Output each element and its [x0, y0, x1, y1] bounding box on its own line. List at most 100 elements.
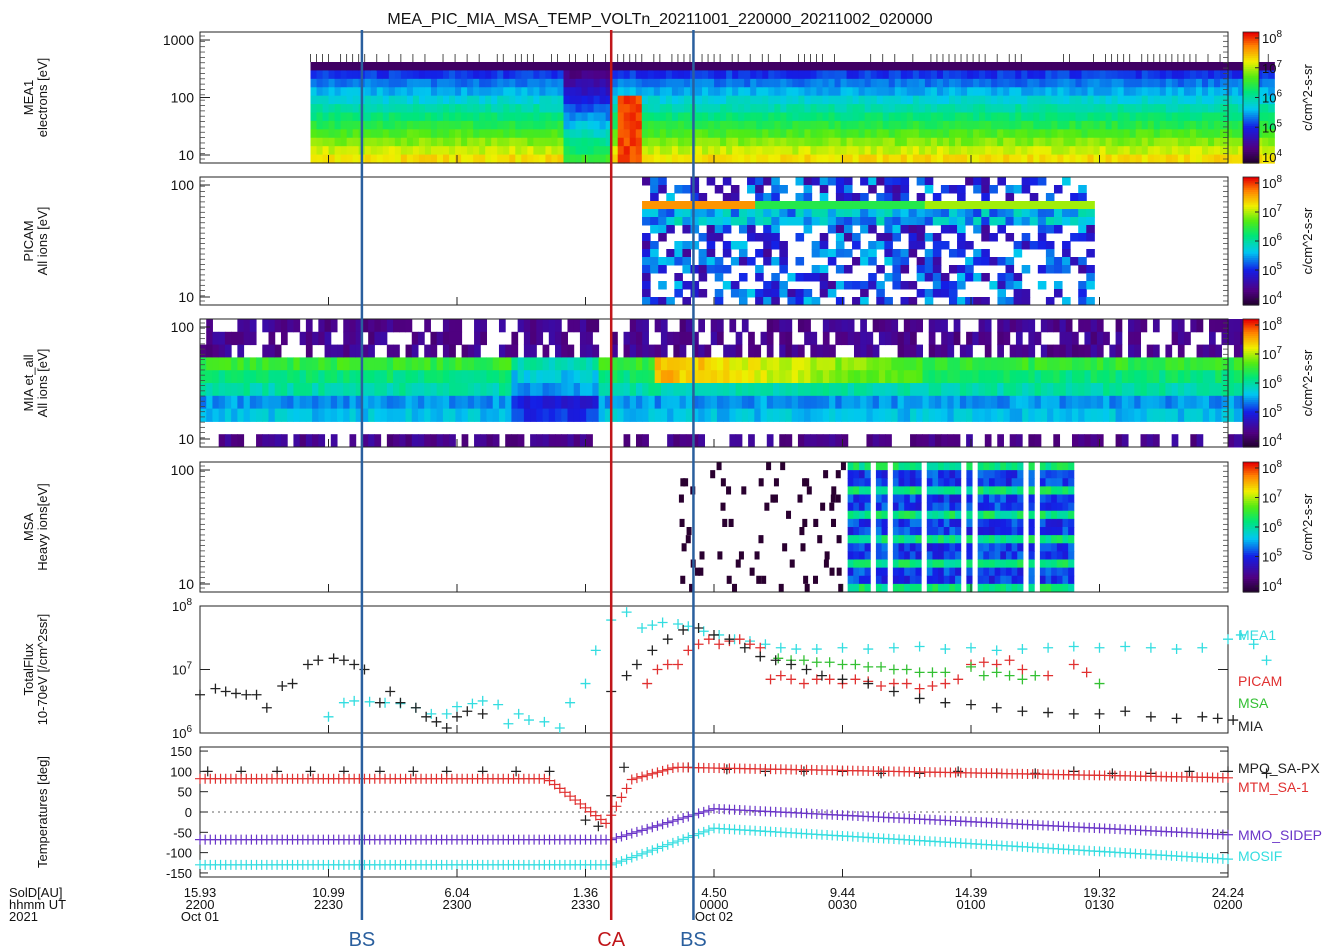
heatmap-cell — [280, 331, 288, 346]
heatmap-cell — [1135, 95, 1143, 105]
colorbar-cell — [1243, 198, 1259, 202]
heatmap-cell — [710, 319, 718, 333]
heatmap-cell — [972, 395, 980, 410]
heatmap-cell — [868, 185, 877, 194]
heatmap-cell — [1015, 370, 1023, 384]
heatmap-cell — [665, 87, 673, 97]
heatmap-cell — [690, 217, 700, 226]
heatmap-cell — [1009, 319, 1017, 333]
heatmap-cell — [1096, 370, 1104, 384]
heatmap-cell — [997, 62, 1004, 72]
heatmap-cell — [994, 494, 1001, 504]
heatmap-cell — [786, 95, 793, 105]
heatmap-cell — [305, 408, 313, 422]
heatmap-cell — [200, 370, 207, 384]
heatmap-cell — [1045, 551, 1052, 560]
heatmap-cell — [340, 70, 348, 80]
heatmap-cell — [388, 95, 396, 105]
heatmap-cell — [400, 137, 408, 147]
heatmap-cell — [810, 146, 818, 156]
heatmap-cell — [567, 319, 575, 333]
heatmap-cell — [1215, 319, 1222, 333]
heatmap-cell — [750, 87, 757, 97]
heatmap-cell — [938, 518, 945, 528]
heatmap-cell — [1221, 319, 1229, 333]
colorbar-cell — [1243, 106, 1259, 110]
heatmap-cell — [629, 95, 637, 105]
heatmap-cell — [1165, 154, 1173, 164]
heatmap-cell — [835, 265, 845, 274]
heatmap-cell — [659, 112, 667, 122]
heatmap-cell — [1195, 62, 1203, 72]
heatmap-cell — [864, 559, 871, 569]
heatmap-cell — [1202, 370, 1210, 384]
heatmap-cell — [368, 319, 375, 333]
heatmap-cell — [1063, 87, 1071, 97]
heatmap-cell — [1115, 395, 1123, 410]
heatmap-cell — [523, 331, 531, 346]
heatmap-cell — [882, 129, 890, 139]
heatmap-cell — [1021, 120, 1028, 130]
heatmap-cell — [1068, 575, 1075, 585]
heatmap-cell — [1232, 120, 1239, 130]
heatmap-cell — [310, 95, 318, 105]
heatmap-cell — [1208, 129, 1215, 139]
heatmap-cell — [822, 70, 830, 80]
heatmap-cell — [888, 95, 896, 105]
heatmap-cell — [822, 383, 830, 397]
heatmap-cell — [411, 331, 419, 346]
heatmap-cell — [868, 257, 877, 266]
heatmap-cell — [876, 193, 885, 202]
heatmap-cell — [803, 193, 813, 202]
heatmap-cell — [1051, 62, 1059, 72]
heatmap-cell — [1232, 95, 1239, 105]
heatmap-cell — [654, 357, 662, 371]
heatmap-cell — [916, 434, 924, 448]
heatmap-cell — [1005, 543, 1013, 552]
heatmap-cell — [797, 319, 805, 333]
heatmap-cell — [1208, 120, 1215, 130]
heatmap-cell — [685, 434, 693, 448]
colorbar-cell — [1243, 514, 1259, 517]
heatmap-cell — [299, 383, 307, 397]
heatmap-cell — [932, 249, 942, 258]
heatmap-cell — [573, 434, 581, 448]
heatmap-cell — [755, 177, 764, 186]
heatmap-cell — [926, 518, 933, 528]
heatmap-cell — [787, 217, 797, 226]
heatmap-cell — [909, 567, 916, 577]
heatmap-cell — [934, 319, 942, 333]
heatmap-cell — [829, 319, 836, 333]
heatmap-cell — [847, 551, 854, 560]
heatmap-cell — [206, 370, 213, 384]
heatmap-cell — [1069, 120, 1077, 130]
heatmap-cell — [592, 370, 600, 384]
heatmap-cell — [738, 289, 748, 298]
heatmap-cell — [593, 62, 601, 72]
heatmap-cell — [1195, 137, 1203, 147]
heatmap-cell — [860, 370, 867, 384]
heatmap-cell — [864, 104, 872, 114]
heatmap-cell — [1045, 518, 1052, 528]
colorbar-cell — [1243, 522, 1259, 526]
heatmap-cell — [916, 177, 926, 186]
heatmap-cell — [961, 95, 968, 105]
heatmap-cell — [967, 154, 974, 164]
heatmap-cell — [1233, 408, 1241, 422]
heatmap-cell — [942, 112, 950, 122]
heatmap-cell — [1040, 395, 1048, 410]
heatmap-cell — [256, 383, 263, 397]
heatmap-cell — [394, 137, 402, 147]
heatmap-cell — [635, 408, 643, 422]
heatmap-cell — [1000, 518, 1007, 528]
heatmap-cell — [710, 370, 718, 384]
heatmap-cell — [536, 395, 544, 410]
heatmap-cell — [642, 209, 651, 218]
heatmap-cell — [941, 357, 948, 371]
heatmap-cell — [696, 87, 703, 97]
heatmap-cell — [503, 129, 510, 139]
colorbar-cell — [1243, 156, 1259, 160]
heatmap-cell — [1227, 331, 1235, 346]
heatmap-cell — [938, 559, 945, 569]
heatmap-cell — [316, 87, 324, 97]
